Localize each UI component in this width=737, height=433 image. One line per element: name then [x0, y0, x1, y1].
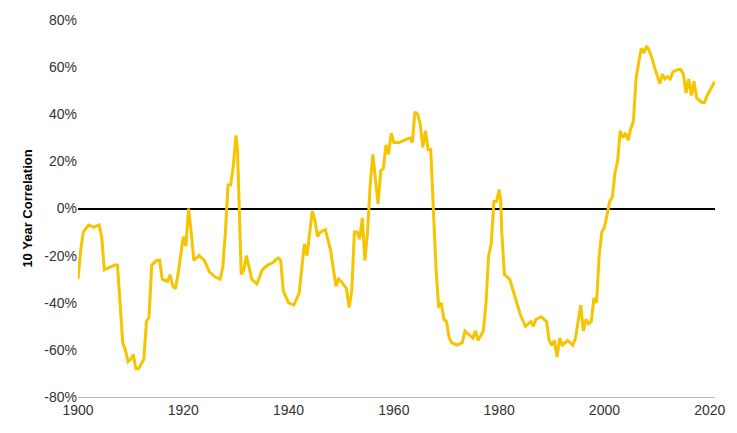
svg-text:20%: 20%: [49, 153, 77, 169]
svg-text:2020: 2020: [694, 402, 725, 418]
svg-text:40%: 40%: [49, 106, 77, 122]
svg-text:60%: 60%: [49, 59, 77, 75]
svg-text:-40%: -40%: [44, 295, 77, 311]
svg-text:1940: 1940: [273, 402, 304, 418]
svg-text:1920: 1920: [168, 402, 199, 418]
svg-text:1960: 1960: [378, 402, 409, 418]
svg-text:-60%: -60%: [44, 342, 77, 358]
svg-text:0%: 0%: [57, 200, 77, 216]
svg-text:80%: 80%: [49, 12, 77, 28]
svg-text:1900: 1900: [62, 402, 93, 418]
svg-text:2000: 2000: [589, 402, 620, 418]
svg-text:1980: 1980: [484, 402, 515, 418]
svg-text:-80%: -80%: [44, 389, 77, 405]
svg-text:-20%: -20%: [44, 248, 77, 264]
svg-text:10 Year Correlation: 10 Year Correlation: [20, 149, 35, 267]
